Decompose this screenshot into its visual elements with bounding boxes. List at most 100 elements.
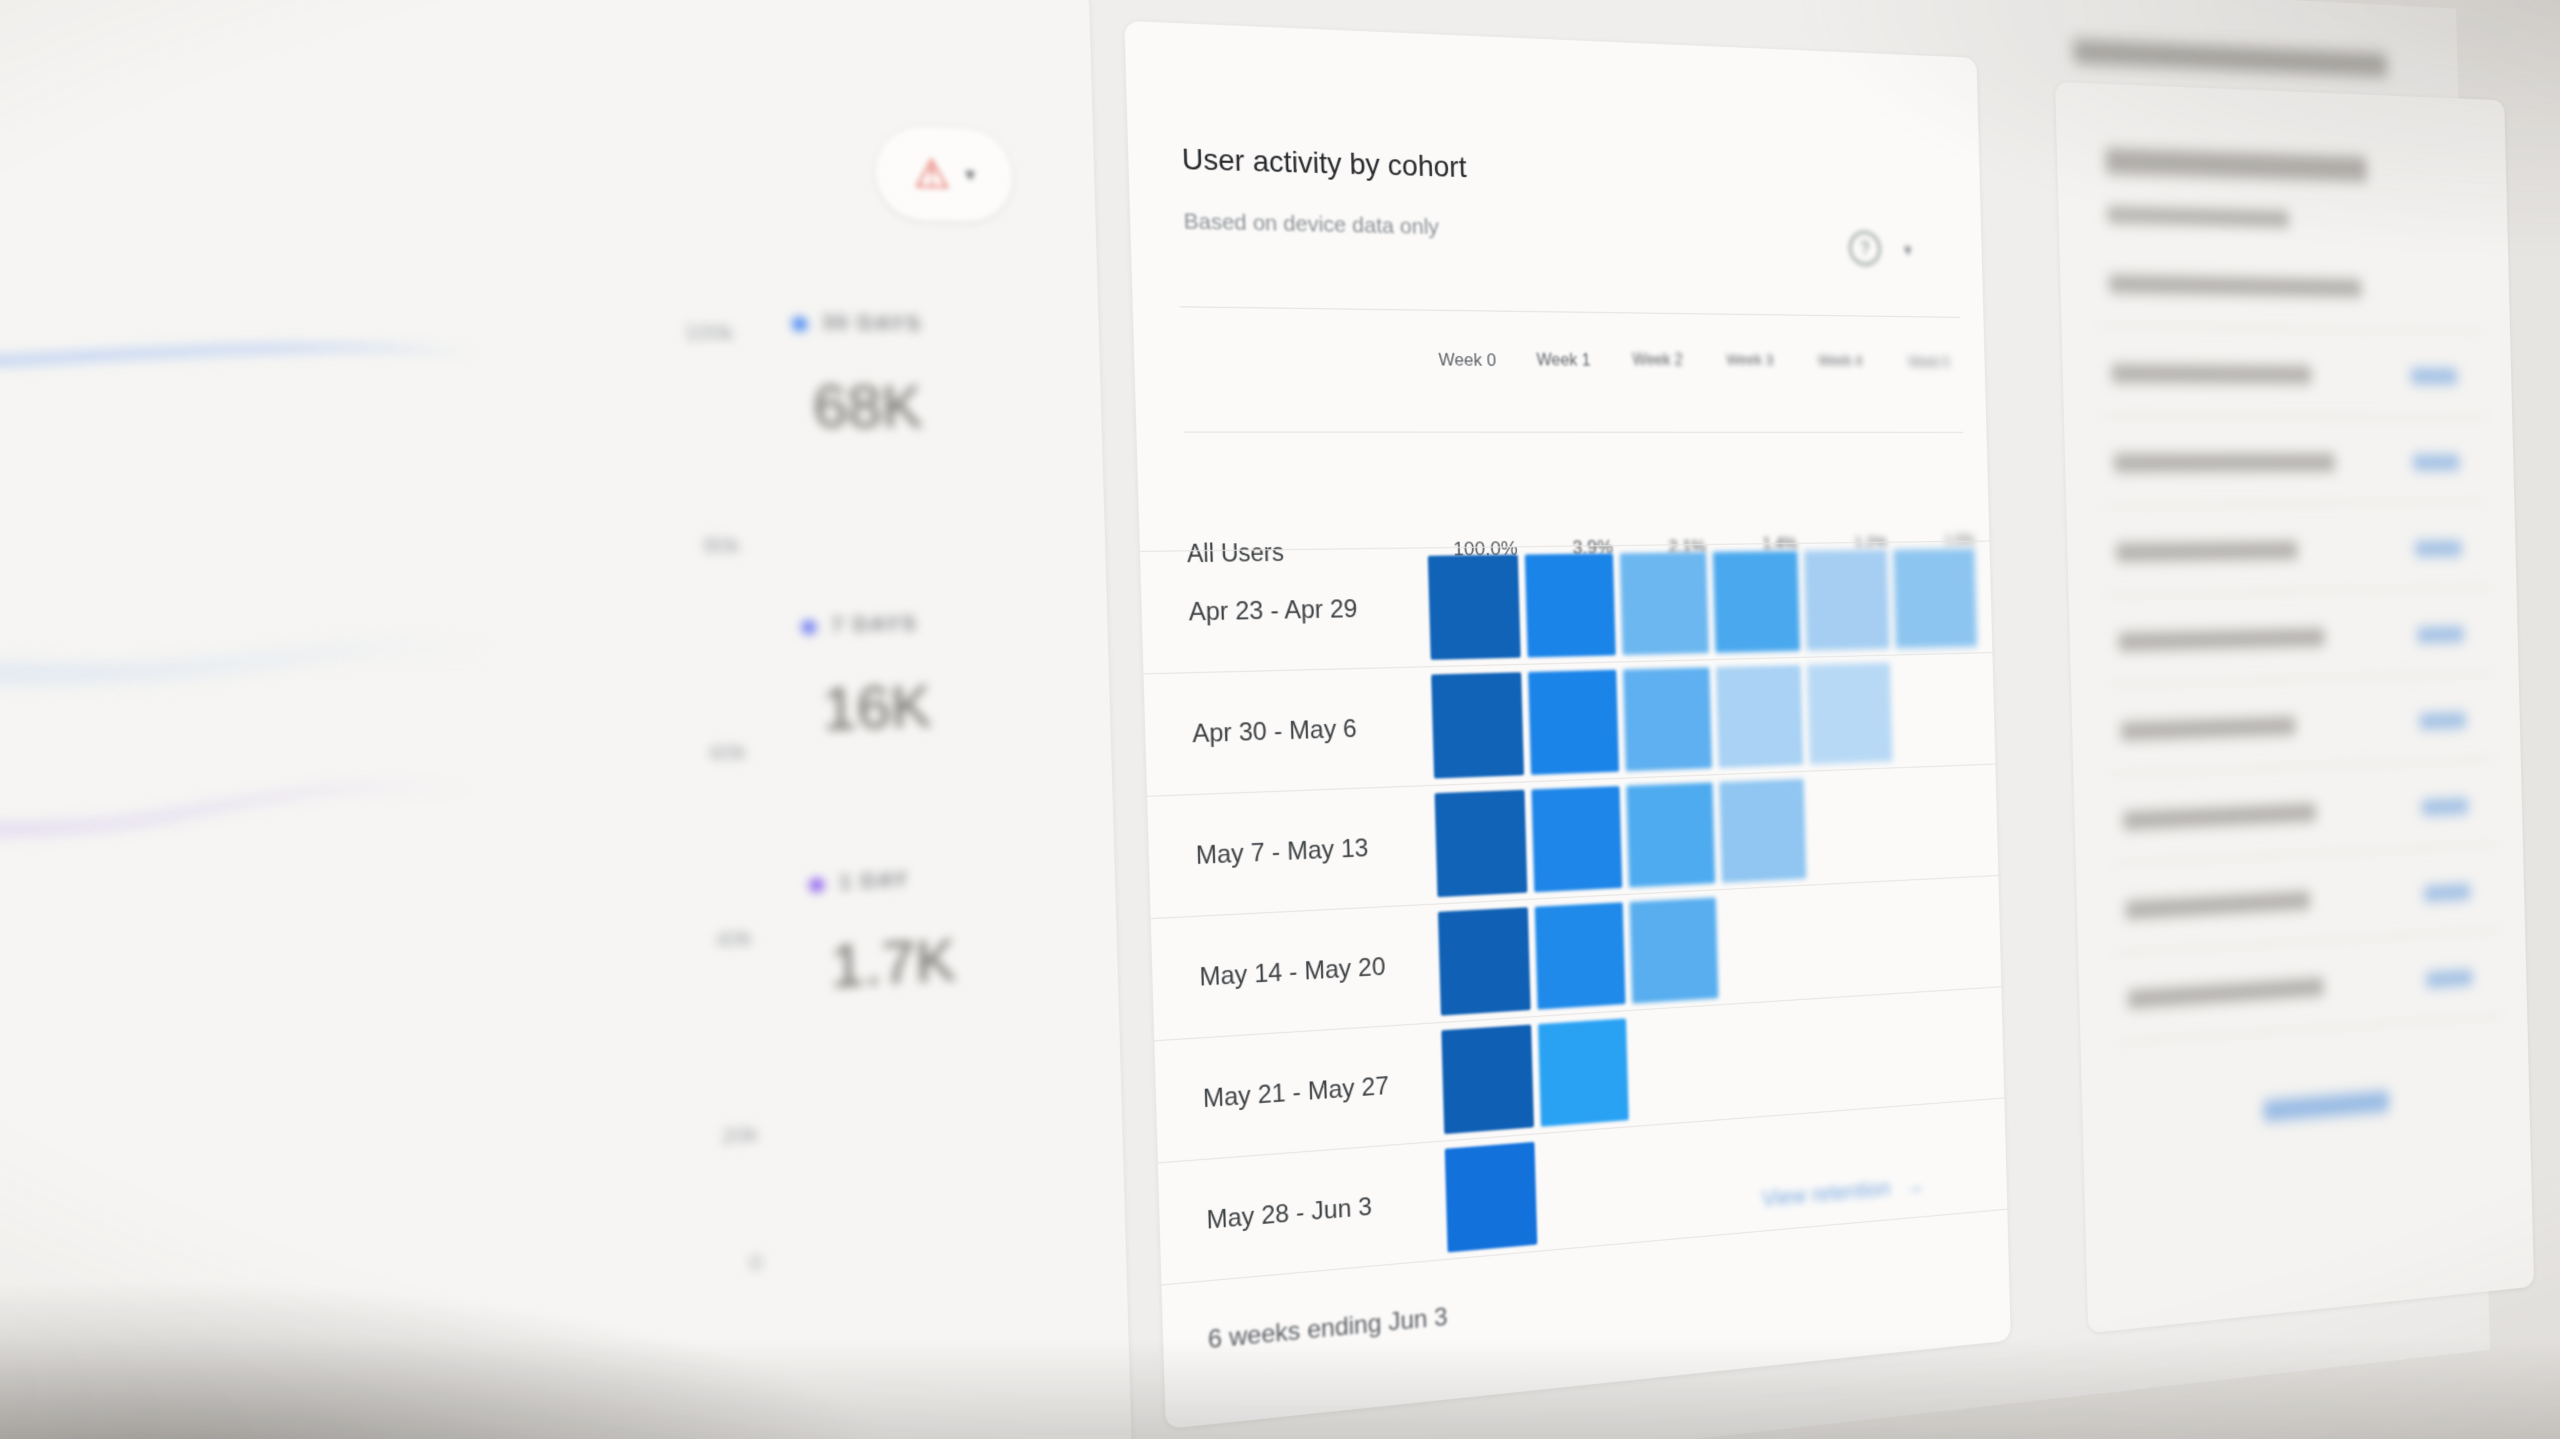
cohort-row-label: May 28 - Jun 3 <box>1206 1192 1373 1236</box>
cohort-cell[interactable] <box>1629 897 1719 1004</box>
divider <box>1183 431 1964 433</box>
divider <box>2105 672 2496 686</box>
list-row-text-placeholder <box>2118 628 2325 651</box>
week-header: Week 1 <box>1536 350 1591 370</box>
week-header: Week 0 <box>1438 349 1497 371</box>
card-subtitle: Based on device data only <box>1183 209 1440 240</box>
divider <box>2101 501 2491 506</box>
cohort-cell[interactable] <box>1434 789 1528 898</box>
cohort-row-label: Apr 23 - Apr 29 <box>1188 594 1358 627</box>
line-7-days <box>0 645 498 686</box>
cohort-cell[interactable] <box>1534 902 1626 1010</box>
all-users-percentages: 100.0% 3.9% 2.1% 1.4% 1.2% 1.0% <box>1124 21 1976 561</box>
list-row-value-placeholder <box>2417 627 2465 643</box>
cohort-cell[interactable] <box>1528 669 1620 775</box>
divider <box>2103 587 2493 596</box>
cohort-row-label: May 7 - May 13 <box>1195 833 1369 871</box>
arrow-right-icon: → <box>1904 1172 1926 1199</box>
legend-value: 16K <box>821 673 933 744</box>
cohort-grid: Apr 23 - Apr 29 Apr 30 - May 6 May 7 - May… <box>1124 21 2008 1286</box>
card-footer-note: 6 weeks ending Jun 3 <box>1207 1302 1449 1355</box>
legend-label: 7 DAYS <box>830 612 918 638</box>
divider <box>2115 1014 2504 1044</box>
cohort-cell[interactable] <box>1531 786 1623 893</box>
cohort-cell[interactable] <box>1712 550 1801 653</box>
legend-dot-icon <box>791 316 808 332</box>
warning-triangle-icon: ⚠ <box>912 150 951 197</box>
legend-item-1-day[interactable]: 1 DAY 1.7K <box>809 868 957 1000</box>
list-row-text-placeholder <box>2125 891 2311 920</box>
list-row-value-placeholder <box>2410 369 2458 384</box>
line-1-day <box>0 783 479 853</box>
list-row-text-placeholder <box>2115 541 2298 562</box>
data-quality-button[interactable]: ⚠ ▾ <box>874 125 1014 223</box>
data-quality-icon[interactable]: ? <box>1848 231 1881 266</box>
cohort-card: User activity by cohort Based on device … <box>1124 20 2011 1429</box>
cohort-row-label: May 21 - May 27 <box>1202 1071 1390 1114</box>
legend-value: 1.7K <box>829 926 957 1001</box>
legend-item-7-days[interactable]: 7 DAYS 16K <box>801 612 932 743</box>
cohort-cell[interactable] <box>1538 1018 1629 1127</box>
y-axis-tick-label: 80k <box>703 534 741 559</box>
list-row-value-placeholder <box>2412 455 2460 470</box>
cohort-cell[interactable] <box>1719 778 1807 883</box>
divider <box>2108 758 2498 775</box>
list-row-text-placeholder <box>2127 978 2324 1009</box>
list-row-text-placeholder <box>2108 275 2362 297</box>
divider <box>2096 325 2487 332</box>
cohort-cell[interactable] <box>1893 548 1978 649</box>
cohort-cell[interactable] <box>1441 1024 1535 1135</box>
week-header: Week 4 <box>1818 353 1863 370</box>
cohort-cell[interactable] <box>1427 554 1521 660</box>
cohort-row-label: May 14 - May 20 <box>1199 952 1386 993</box>
divider <box>2110 843 2500 865</box>
list-row-text-placeholder <box>2113 453 2336 472</box>
cohort-cell[interactable] <box>1626 782 1716 888</box>
link-placeholder <box>2263 1090 2390 1122</box>
cohort-cell[interactable] <box>1622 667 1713 772</box>
list-row-value-placeholder <box>2419 712 2467 729</box>
week-header: Week 5 <box>1908 354 1950 370</box>
list-row-value-placeholder <box>2415 541 2462 556</box>
y-axis-tick-label: 100k <box>684 321 734 346</box>
right-card <box>2054 81 2535 1334</box>
card-subtitle-placeholder <box>2107 206 2290 227</box>
users-trend-card: 100k 80k 60k 40k 20k 0 30 DAYS 68K 7 DAYS 16K 1 D… <box>0 0 1137 1439</box>
y-axis-tick-label: 60k <box>709 740 747 766</box>
list-row-value-placeholder <box>2425 970 2473 988</box>
right-card-content <box>2055 82 2534 1333</box>
section-heading-placeholder <box>2073 39 2387 77</box>
cohort-cell[interactable] <box>1444 1141 1538 1253</box>
cohort-cell[interactable] <box>1619 552 1709 656</box>
y-axis-tick-label: 40k <box>715 927 753 953</box>
cohort-cell[interactable] <box>1524 553 1616 658</box>
cohort-cell[interactable] <box>1807 662 1893 765</box>
divider <box>2112 929 2502 954</box>
week-header-row: Week 0 Week 1 Week 2 Week 3 Week 4 Week 5 <box>1124 21 1976 370</box>
cohort-cell[interactable] <box>1803 549 1890 651</box>
legend-label: 1 DAY <box>838 868 910 895</box>
list-row-value-placeholder <box>2423 884 2471 902</box>
week-header: Week 2 <box>1632 351 1684 370</box>
cohort-row-label: Apr 30 - May 6 <box>1191 714 1358 749</box>
divider <box>2098 415 2489 418</box>
line-30-days <box>0 341 477 373</box>
legend-item-30-days[interactable]: 30 DAYS 68K <box>791 311 923 440</box>
cohort-cell[interactable] <box>1715 664 1804 768</box>
legend-label: 30 DAYS <box>821 311 923 337</box>
card-title: User activity by cohort <box>1181 142 1467 184</box>
list-row-text-placeholder <box>2111 364 2312 384</box>
week-header: Week 3 <box>1726 352 1774 369</box>
chevron-down-icon: ▾ <box>965 164 976 186</box>
legend-value: 68K <box>812 373 924 441</box>
list-row-text-placeholder <box>2123 803 2317 830</box>
list-row-text-placeholder <box>2120 716 2296 741</box>
list-row-value-placeholder <box>2421 798 2469 815</box>
card-title-placeholder <box>2105 148 2367 182</box>
cohort-cell[interactable] <box>1431 672 1525 779</box>
cohort-cell[interactable] <box>1437 907 1531 1016</box>
divider <box>1179 306 1961 318</box>
chevron-down-icon[interactable]: ▾ <box>1903 242 1912 260</box>
